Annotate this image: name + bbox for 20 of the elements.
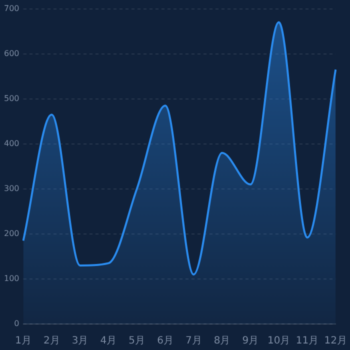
x-tick-label: 3月 (72, 336, 88, 347)
y-tick-label: 400 (4, 138, 20, 148)
x-tick-label: 4月 (100, 336, 117, 347)
x-tick-label: 7月 (185, 336, 202, 347)
y-tick-label: 500 (4, 94, 20, 103)
x-tick-label: 8月 (214, 336, 230, 347)
x-tick-label: 10月 (267, 336, 290, 347)
y-tick-label: 200 (4, 229, 20, 238)
x-tick-label: 5月 (128, 336, 146, 347)
x-tick-label: 2月 (43, 336, 60, 347)
x-tick-label: 11月 (296, 336, 319, 347)
x-tick-label: 6月 (157, 336, 174, 347)
y-tick-label: 0 (14, 319, 20, 328)
x-tick-label: 1月 (15, 336, 32, 347)
y-tick-label: 700 (4, 4, 20, 13)
x-tick-label: 12月 (324, 336, 348, 347)
y-tick-label: 300 (4, 184, 20, 193)
y-tick-label: 600 (4, 48, 20, 58)
y-tick-label: 100 (4, 274, 20, 284)
x-tick-label: 9月 (242, 336, 259, 347)
